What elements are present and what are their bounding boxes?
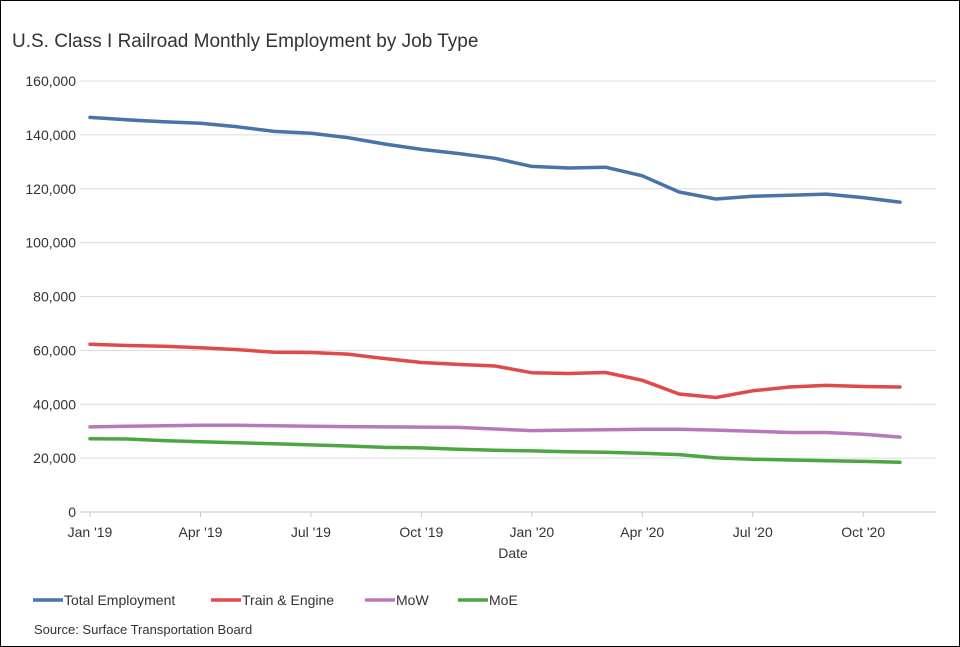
series-line-train-engine bbox=[88, 342, 902, 400]
legend-label-moe: MoE bbox=[489, 592, 518, 608]
y-axis-ticks: 0 20,000 40,000 60,000 80,000 100,000 120,000 1… bbox=[25, 73, 76, 520]
x-axis-ticks: Jan '19 Apr '19 Jul '19 Oct '19 Jan '20 Apr '… bbox=[68, 512, 885, 540]
y-tick-label: 20,000 bbox=[33, 450, 76, 466]
y-tick-label: 160,000 bbox=[25, 73, 76, 89]
x-tick-label: Apr '19 bbox=[178, 524, 222, 540]
y-tick-label: 100,000 bbox=[25, 235, 76, 251]
y-tick-label: 60,000 bbox=[33, 342, 76, 358]
x-axis-label: Date bbox=[498, 545, 528, 561]
gridlines bbox=[80, 80, 936, 513]
series-line-total-employment bbox=[88, 115, 902, 204]
chart-title: U.S. Class I Railroad Monthly Employment… bbox=[12, 31, 478, 52]
y-tick-label: 120,000 bbox=[25, 181, 76, 197]
x-tick-label: Jan '19 bbox=[68, 524, 113, 540]
x-tick-label: Oct '19 bbox=[399, 524, 443, 540]
x-tick-label: Jul '20 bbox=[733, 524, 773, 540]
x-tick-label: Apr '20 bbox=[620, 524, 664, 540]
x-tick-label: Jul '19 bbox=[291, 524, 331, 540]
source-note: Source: Surface Transportation Board bbox=[34, 622, 252, 637]
x-tick-label: Oct '20 bbox=[841, 524, 885, 540]
y-tick-label: 40,000 bbox=[33, 396, 76, 412]
series-lines bbox=[88, 115, 902, 464]
legend-label-train-engine: Train & Engine bbox=[242, 592, 334, 608]
x-tick-label: Jan '20 bbox=[509, 524, 554, 540]
y-tick-label: 0 bbox=[68, 504, 76, 520]
series-line-mow bbox=[88, 423, 902, 439]
legend-label-mow: MoW bbox=[396, 592, 429, 608]
legend-label-total-employment: Total Employment bbox=[64, 592, 175, 608]
legend: Total Employment Train & Engine MoW MoE bbox=[33, 592, 518, 608]
y-tick-label: 140,000 bbox=[25, 127, 76, 143]
y-tick-label: 80,000 bbox=[33, 289, 76, 305]
series-line-moe bbox=[88, 436, 902, 464]
